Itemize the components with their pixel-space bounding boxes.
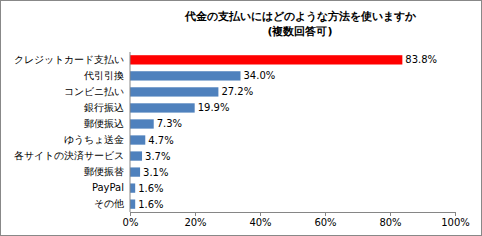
category-label: クレジットカード支払い <box>14 54 124 65</box>
x-tick-label: 60% <box>314 217 336 228</box>
y-tick: PayPal <box>92 182 130 193</box>
subtitle: (複数回答可) <box>267 25 332 38</box>
x-tick-label: 80% <box>379 217 401 228</box>
category-label: コンビニ払い <box>64 86 124 97</box>
data-label: 3.7% <box>145 151 170 162</box>
y-tick: コンビニ払い <box>64 86 130 97</box>
x-tick-mark <box>455 212 456 216</box>
x-axis: 0% 20% 40% 60% 80% 100% <box>123 212 470 228</box>
y-tick: クレジットカード支払い <box>14 54 130 65</box>
data-label: 1.6% <box>138 199 163 210</box>
y-tick: ゆうちょ送金 <box>64 134 130 145</box>
bar <box>130 103 195 112</box>
category-label: 郵便振込 <box>84 118 124 129</box>
data-label: 7.3% <box>157 118 182 129</box>
data-label: 1.6% <box>138 183 163 194</box>
x-tick: 60% <box>314 212 336 228</box>
y-tick: 郵便振込 <box>84 118 130 129</box>
x-tick-mark <box>260 212 261 216</box>
x-tick: 0% <box>123 212 139 228</box>
bar <box>130 71 241 80</box>
y-axis-line <box>130 52 131 212</box>
data-label: 19.9% <box>198 102 230 113</box>
bar <box>130 55 402 64</box>
bar <box>130 167 140 176</box>
x-tick-mark <box>130 212 131 216</box>
bar <box>130 135 145 144</box>
data-label: 27.2% <box>221 86 253 97</box>
x-tick: 20% <box>184 212 206 228</box>
data-label: 34.0% <box>244 70 276 81</box>
title: 代金の支払いにはどのような方法を使いますか <box>184 10 417 23</box>
data-label: 83.8% <box>405 54 437 65</box>
x-tick: 80% <box>379 212 401 228</box>
data-label: 3.1% <box>143 167 168 178</box>
y-tick: 各サイトの決済サービス <box>14 150 130 161</box>
category-label: 各サイトの決済サービス <box>14 150 124 161</box>
x-tick: 100% <box>441 212 470 228</box>
x-tick-label: 20% <box>184 217 206 228</box>
bar <box>130 151 142 160</box>
y-tick: 代引引換 <box>83 70 130 81</box>
category-label: 代引引換 <box>83 70 124 81</box>
bars <box>130 55 402 209</box>
data-label: 4.7% <box>148 135 173 146</box>
x-tick-mark <box>325 212 326 216</box>
bar <box>130 183 135 192</box>
chart: 代金の支払いにはどのような方法を使いますか (複数回答可) 0% 20% 40% 60% 8… <box>0 0 482 236</box>
bar <box>130 199 135 208</box>
bar <box>130 119 154 128</box>
y-tick: その他 <box>94 198 130 209</box>
x-tick-mark <box>195 212 196 216</box>
category-label: PayPal <box>92 182 124 193</box>
x-tick-label: 40% <box>249 217 271 228</box>
category-label: その他 <box>94 198 124 209</box>
x-axis-line <box>131 213 456 217</box>
x-tick: 40% <box>249 212 271 228</box>
y-tick: 郵便振替 <box>84 166 130 177</box>
y-axis: クレジットカード支払い代引引換コンビニ払い銀行振込郵便振込ゆうちょ送金各サイトの… <box>14 52 130 212</box>
category-label: 銀行振込 <box>84 102 124 113</box>
category-label: 郵便振替 <box>84 166 124 177</box>
data-labels: 83.8% 34.0% 27.2% 19.9% 7.3% 4.7% 3.7% 3.1% 1.6%… <box>138 54 437 209</box>
chart-frame <box>1 1 482 236</box>
x-tick-label: 0% <box>123 217 139 228</box>
category-label: ゆうちょ送金 <box>64 134 124 145</box>
y-tick: 銀行振込 <box>84 102 130 113</box>
bar <box>130 87 218 96</box>
x-tick-mark <box>390 212 391 216</box>
x-tick-label: 100% <box>441 217 470 228</box>
